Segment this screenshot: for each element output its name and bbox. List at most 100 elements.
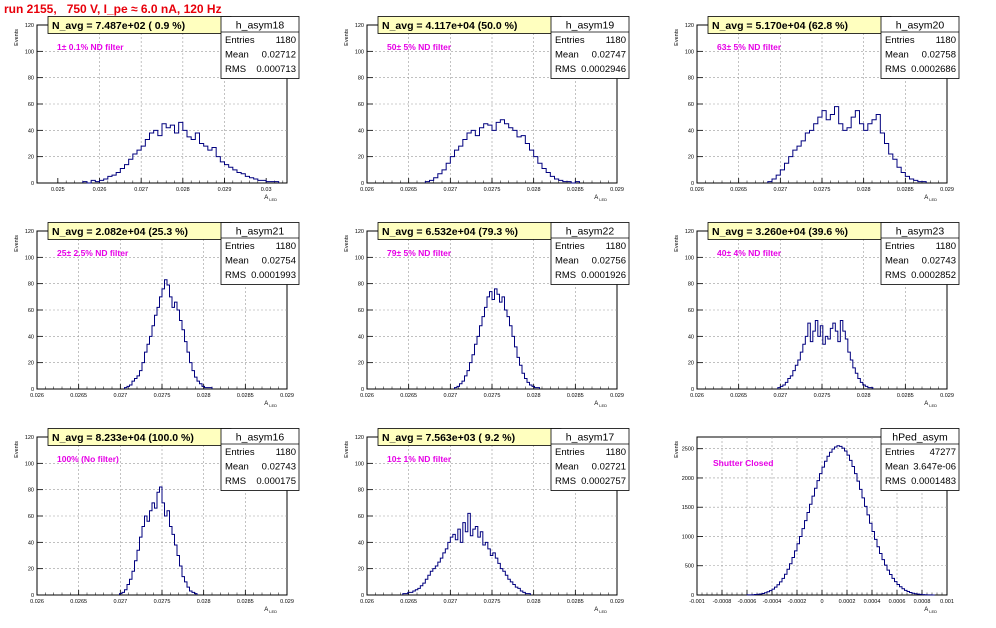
stat-mean-value: 0.02743 (262, 462, 296, 473)
x-tick-label: -0.0008 (713, 599, 732, 605)
x-tick-label: 0.027 (443, 599, 457, 605)
stat-entries-label: Entries (885, 35, 915, 46)
x-tick-label: 0.0265 (70, 599, 87, 605)
stats-box (220, 428, 300, 491)
x-tick-label: -0.0004 (763, 599, 782, 605)
x-tick-label: 0.028 (197, 393, 211, 399)
stats-box (550, 222, 630, 285)
histogram-name: h_asym21 (236, 226, 285, 238)
x-tick-label: 0.029 (280, 599, 294, 605)
y-tick-label: 0 (31, 593, 34, 599)
x-tick-label: 0.0275 (154, 393, 171, 399)
histogram-line (424, 119, 580, 184)
navg-label: N_avg = 3.260e+04 (39.6 %) (712, 226, 848, 238)
x-tick-label: -0.0002 (788, 599, 807, 605)
histogram-panel-hPed_asym: -0.001 -0.0008 -0.0006 -0.0004 -0.0002 0 0.000… (670, 428, 980, 628)
filter-label: 79± 5% ND filter (387, 248, 452, 258)
x-tick-label: 0.0265 (400, 599, 417, 605)
stat-mean-label: Mean (885, 256, 909, 267)
stat-entries-label: Entries (555, 447, 585, 458)
stat-entries-value: 47277 (930, 447, 956, 458)
stat-mean-label: Mean (555, 50, 579, 61)
y-tick-label: 120 (355, 229, 364, 235)
y-tick-label: 60 (358, 514, 364, 520)
stat-entries-value: 1180 (276, 35, 296, 46)
y-tick-label: 0 (361, 593, 364, 599)
y-axis-label: Events (14, 29, 20, 46)
y-tick-label: 40 (358, 128, 364, 134)
histogram-h_asym21: 0.026 0.0265 0.027 0.0275 0.028 0.0285 0.029 0 2… (14, 222, 300, 408)
histogram-line (124, 279, 213, 389)
y-tick-label: 60 (28, 102, 34, 108)
navg-label: N_avg = 7.487e+02 ( 0.9 %) (52, 20, 185, 32)
y-tick-label: 2500 (682, 447, 694, 453)
x-tick-label: -0.0006 (738, 599, 757, 605)
y-tick-label: 100 (25, 255, 34, 261)
y-tick-label: 1500 (682, 505, 694, 511)
x-tick-label: 0.027 (773, 187, 787, 193)
y-tick-label: 120 (25, 229, 34, 235)
y-tick-label: 60 (358, 102, 364, 108)
y-tick-label: 120 (685, 23, 694, 29)
x-tick-label: 0.027 (443, 393, 457, 399)
stat-rms-value: 0.000175 (256, 476, 296, 487)
y-tick-label: 100 (685, 49, 694, 55)
x-tick-label: 0.001 (940, 599, 954, 605)
x-tick-label: 0.027 (113, 393, 127, 399)
y-tick-label: 500 (685, 564, 694, 570)
x-tick-label: 0.029 (280, 393, 294, 399)
y-tick-label: 60 (688, 308, 694, 314)
stat-entries-label: Entries (555, 35, 585, 46)
stats-box (880, 16, 960, 79)
stat-entries-value: 1180 (276, 447, 296, 458)
x-tick-label: 0.025 (51, 187, 65, 193)
x-axis-label: ALED (924, 401, 937, 408)
y-tick-label: 80 (688, 76, 694, 82)
stat-mean-value: 0.02721 (592, 462, 626, 473)
x-tick-label: 0.026 (690, 187, 704, 193)
stats-box (220, 222, 300, 285)
stat-mean-value: 0.02754 (262, 256, 296, 267)
x-axis-label: ALED (924, 195, 937, 202)
y-tick-label: 120 (25, 23, 34, 29)
stats-box (880, 222, 960, 285)
x-tick-label: 0.0265 (400, 187, 417, 193)
x-tick-label: 0.0006 (889, 599, 906, 605)
x-tick-label: 0.026 (30, 393, 44, 399)
stat-rms-value: 0.000713 (256, 64, 296, 75)
x-tick-label: -0.001 (689, 599, 705, 605)
stat-rms-label: RMS (885, 476, 906, 487)
x-tick-label: 0.028 (527, 187, 541, 193)
filter-label: 50± 5% ND filter (387, 42, 452, 52)
y-tick-label: 20 (28, 155, 34, 161)
y-tick-label: 60 (28, 308, 34, 314)
stat-mean-label: Mean (225, 50, 249, 61)
y-tick-label: 80 (358, 282, 364, 288)
x-tick-label: 0.026 (93, 187, 107, 193)
stat-rms-label: RMS (225, 476, 246, 487)
histogram-panel-h_asym20: 0.026 0.0265 0.027 0.0275 0.028 0.0285 0.029 0 2… (670, 16, 980, 216)
histogram-h_asym19: 0.026 0.0265 0.027 0.0275 0.028 0.0285 0.029 0 2… (344, 16, 630, 202)
x-tick-label: 0.0275 (484, 187, 501, 193)
navg-label: N_avg = 7.563e+03 ( 9.2 %) (382, 432, 515, 444)
histogram-panel-h_asym22: 0.026 0.0265 0.027 0.0275 0.028 0.0285 0.029 0 2… (340, 222, 650, 422)
y-tick-label: 40 (358, 334, 364, 340)
x-tick-label: 0.028 (857, 393, 871, 399)
stat-entries-value: 1180 (936, 241, 956, 252)
run-title: run 2155, 750 V, I_pe ≈ 6.0 nA, 120 Hz (4, 2, 222, 16)
stat-rms-value: 0.0002686 (911, 64, 956, 75)
x-axis-label: ALED (264, 401, 277, 408)
stat-rms-label: RMS (225, 270, 246, 281)
x-tick-label: 0.029 (940, 393, 954, 399)
histogram-panel-h_asym23: 0.026 0.0265 0.027 0.0275 0.028 0.0285 0.029 0 2… (670, 222, 980, 422)
y-tick-label: 20 (688, 155, 694, 161)
histogram-name: h_asym16 (236, 432, 285, 444)
stat-rms-value: 0.0002757 (581, 476, 626, 487)
y-axis-label: Events (344, 441, 350, 458)
y-tick-label: 80 (358, 76, 364, 82)
x-tick-label: 0.0265 (70, 393, 87, 399)
x-tick-label: 0.0008 (914, 599, 931, 605)
x-axis-label: ALED (594, 401, 607, 408)
stat-entries-value: 1180 (606, 241, 626, 252)
histogram-name: h_asym17 (566, 432, 615, 444)
